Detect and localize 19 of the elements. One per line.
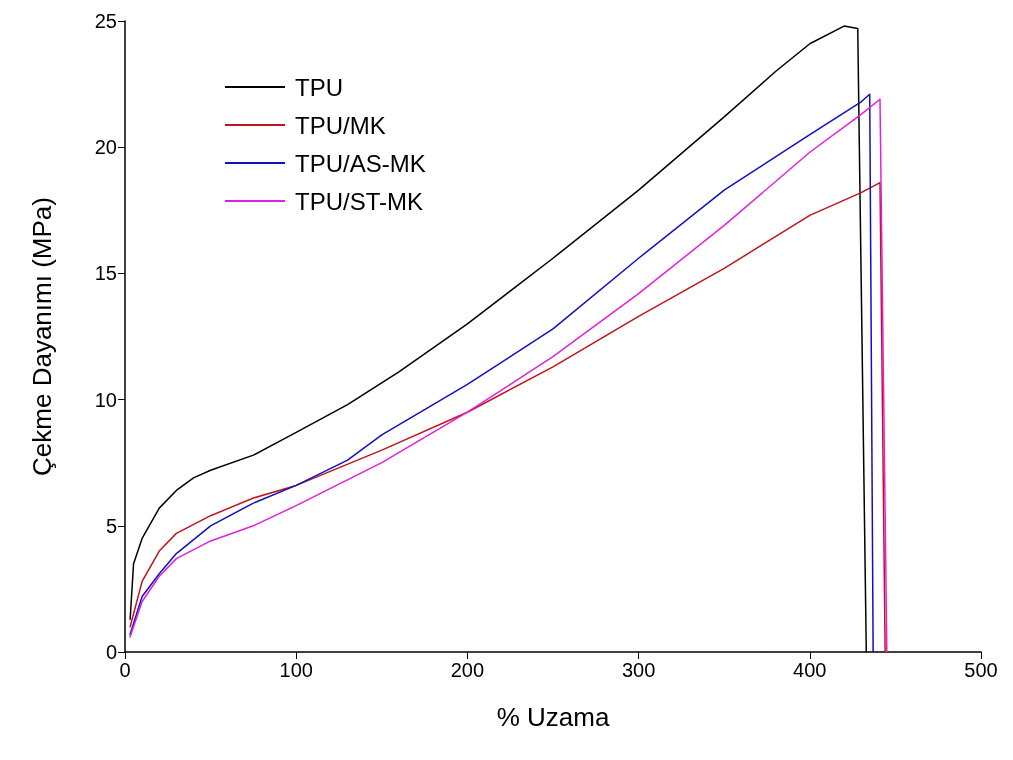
x-tick-label: 400 [793, 659, 827, 681]
x-tick-label: 300 [621, 659, 656, 681]
x-tick-label: 200 [450, 659, 485, 681]
y-tick-label: 25 [94, 10, 117, 32]
x-axis-title: % Uzama [496, 702, 610, 732]
y-tick-label: 5 [105, 514, 117, 537]
x-tick-label: 0 [119, 659, 131, 681]
legend-label: TPU/AS-MK [295, 149, 426, 177]
y-tick-label: 20 [94, 136, 117, 159]
y-tick-label: 0 [105, 641, 117, 663]
y-tick-label: 10 [94, 388, 117, 411]
line-series [129, 181, 886, 653]
y-axis-title: Çekme Dayanımı (MPa) [27, 197, 57, 476]
legend-label: TPU/MK [295, 111, 386, 139]
legend-label: TPU/ST-MK [295, 187, 424, 215]
y-tick-label: 15 [94, 262, 117, 285]
legend-label: TPU [295, 73, 343, 101]
x-tick-label: 100 [279, 659, 313, 681]
x-tick-label: 500 [964, 659, 998, 681]
